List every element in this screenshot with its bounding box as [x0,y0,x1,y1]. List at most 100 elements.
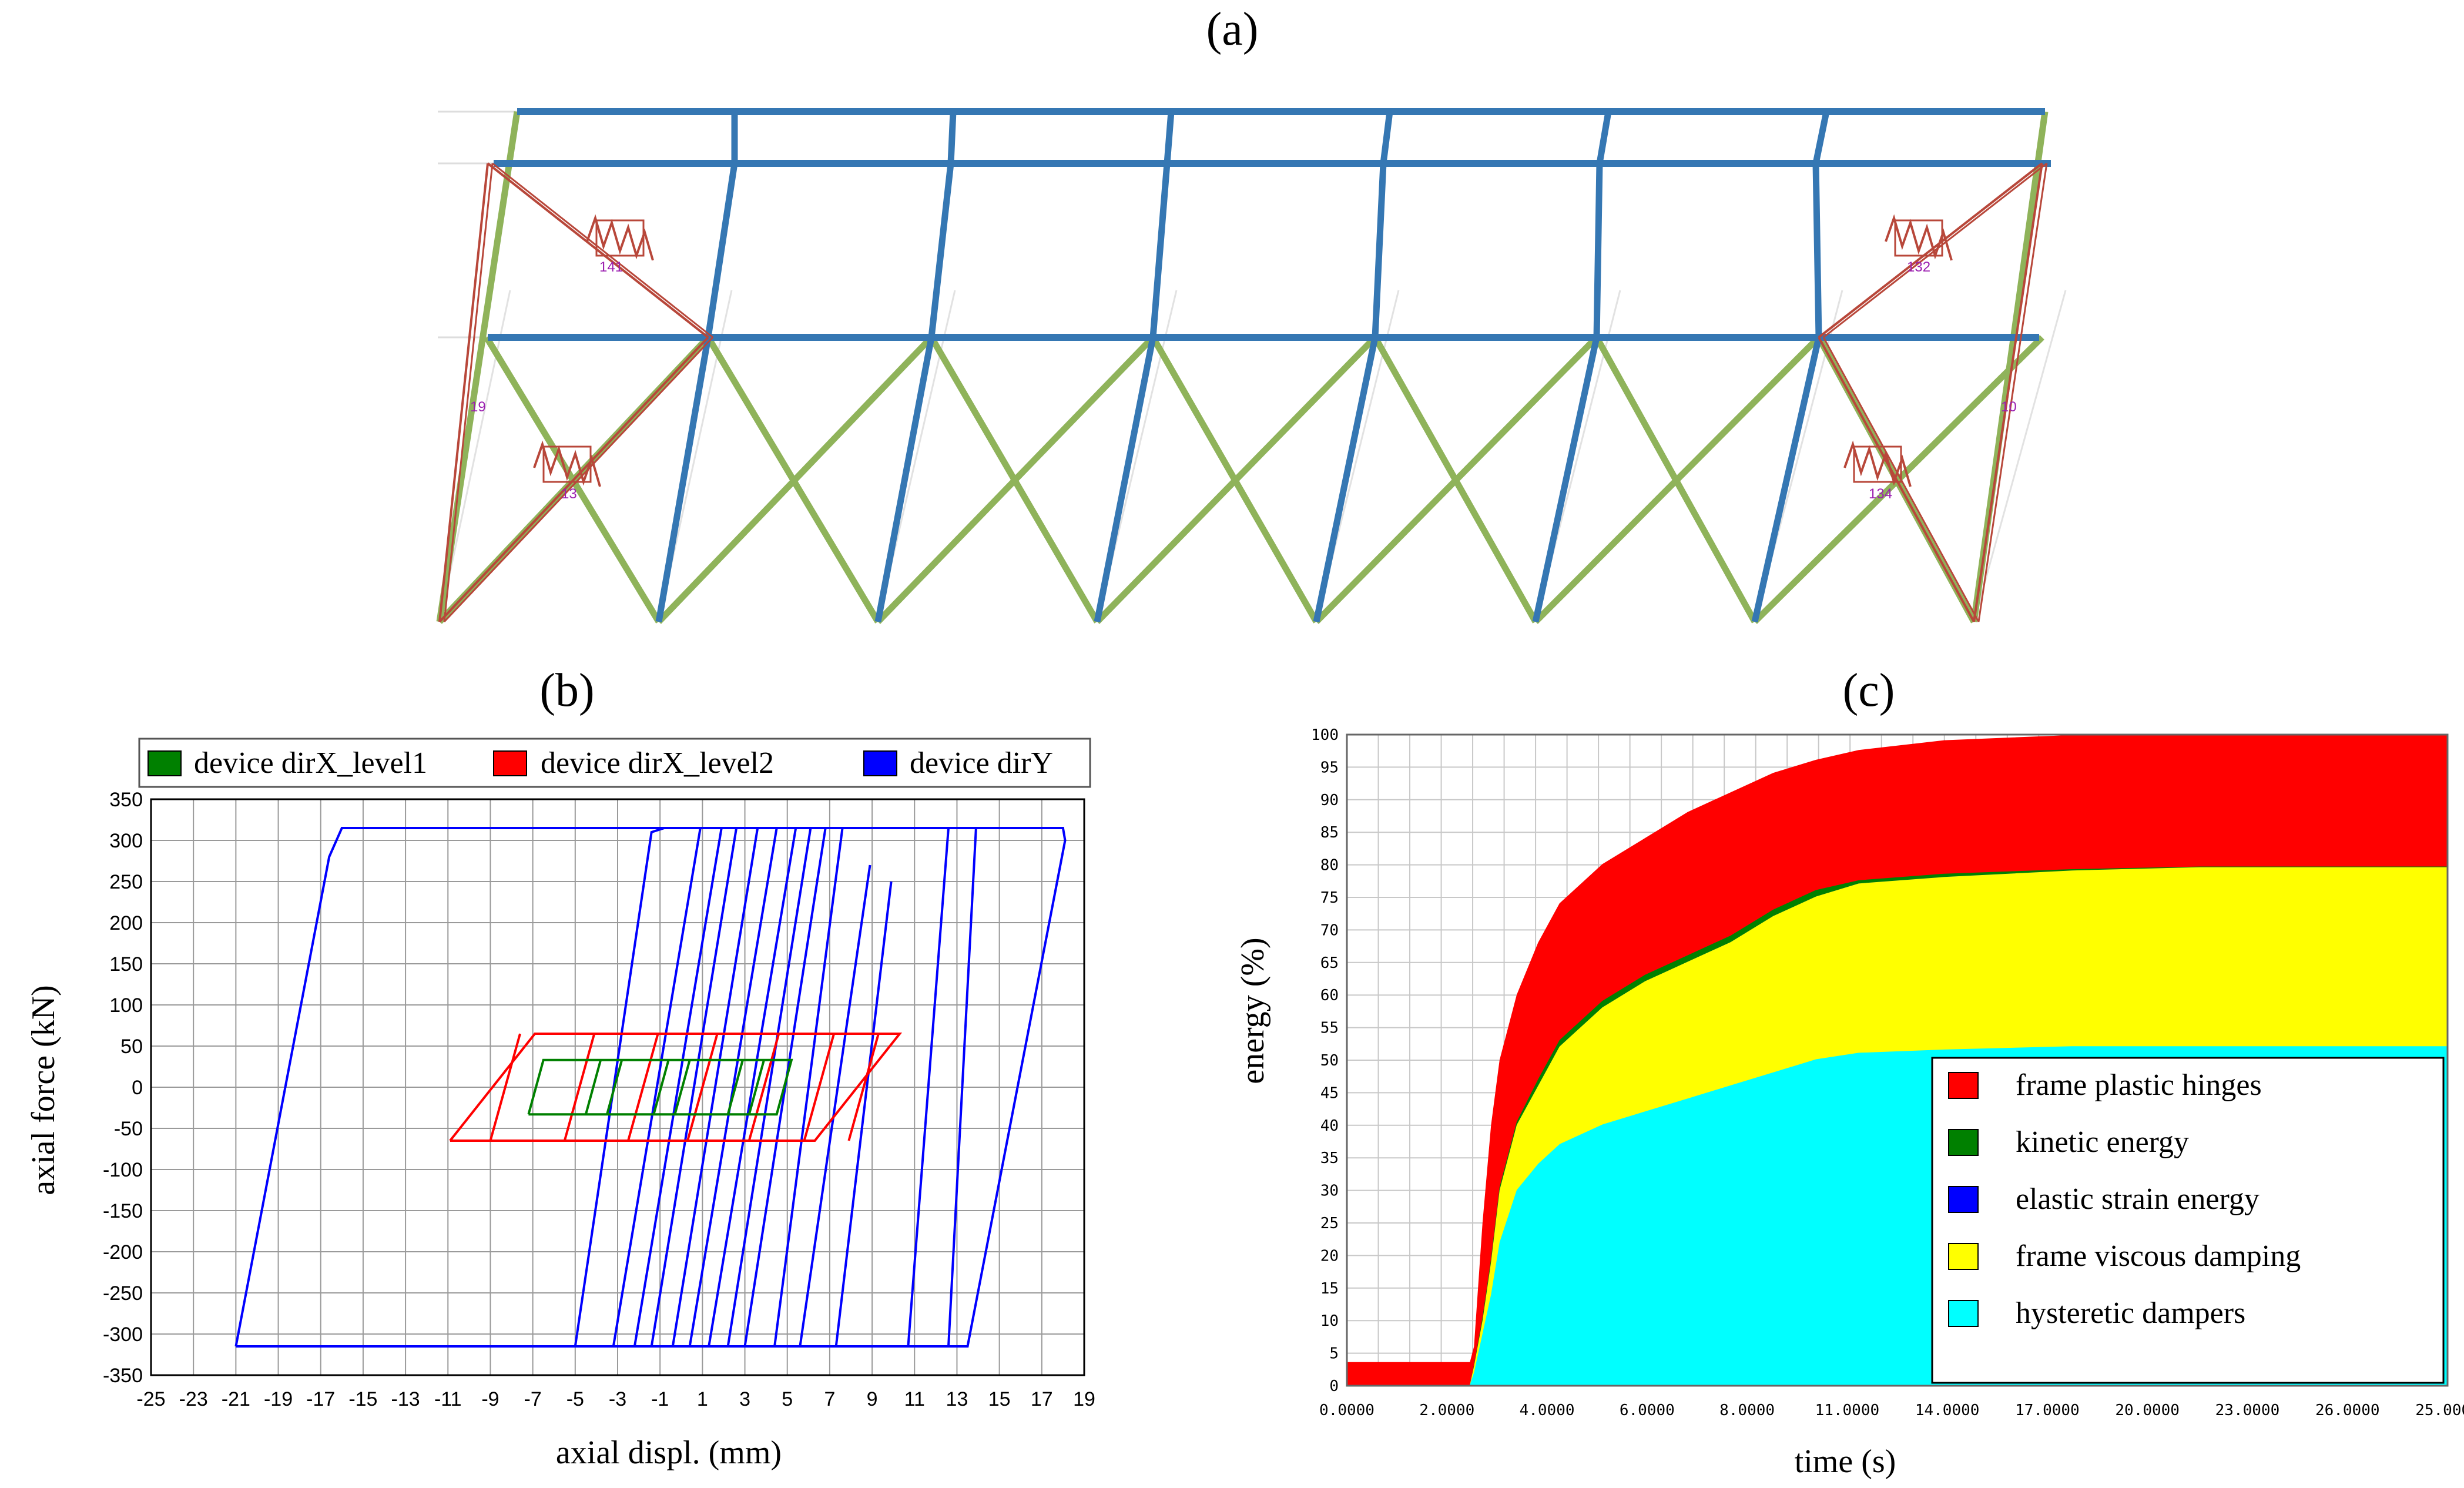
damper-device-box [542,445,592,483]
x-tick-label: -25 [136,1388,165,1410]
legend-label: frame plastic hinges [2016,1068,2262,1102]
chart-b-x-ticks: -25 -23 -21 -19 -17 -15 -13 -11 -9 -7 -5 -3 -1 1 3 5 7 9 1… [136,1388,1095,1410]
damper-device [1843,440,1912,487]
chart-c-x-title: time (s) [1795,1443,1896,1480]
y-tick-label: 75 [1320,889,1339,907]
x-tick-label: 25.0000 [2415,1402,2464,1419]
frame-dampers [438,162,2048,623]
damper-device [586,214,654,261]
legend-swatch [1948,1243,1979,1270]
series-device-dirY [234,827,1067,1348]
column-member [1313,111,1393,623]
x-tick-label: 0.0000 [1319,1402,1375,1419]
legend-swatch-diry [863,750,897,776]
y-tick-label: 60 [1320,987,1339,1004]
chart-b-y-title: axial force (kN) [25,985,62,1195]
node-label-right: 10 [2001,399,2017,415]
legend-label: hysteretic dampers [2016,1296,2245,1330]
legend-label: kinetic energy [2016,1125,2189,1159]
chart-b-legend: device dirX_level1 device dirX_level2 de… [138,738,1091,788]
damper-link [492,162,713,339]
x-tick-label: -9 [481,1388,499,1410]
brace-member [1372,336,1538,624]
chart-c-y-title: energy (%) [1235,937,1271,1084]
y-tick-label: 45 [1320,1084,1339,1102]
y-tick-label: 25 [1320,1215,1339,1232]
y-tick-label: 30 [1320,1182,1339,1200]
frame-ghost-line [1973,290,2067,622]
damper-device-box [595,219,645,257]
y-tick-label: 50 [1320,1052,1339,1070]
x-tick-label: -1 [651,1388,669,1410]
brace-label-top-right: 132 [1907,259,1930,275]
frame-columns [655,110,1830,623]
chart-b-plot-frame [150,798,1085,1376]
node-label-left: 19 [470,399,486,415]
damper-link [1818,162,2043,339]
legend-swatch-level2 [493,750,527,776]
chart-b-x-title: axial displ. (mm) [556,1435,782,1471]
brace-label-bottom-left: 13 [561,486,577,502]
damper-device [533,440,601,487]
damper-link [1823,162,2047,339]
legend-swatch [1948,1072,1979,1099]
y-tick-label: 250 [109,871,143,893]
x-tick-label: 6.0000 [1620,1402,1675,1419]
column-member [874,111,957,623]
legend-label-level1: device dirX_level1 [194,746,427,780]
y-tick-label: -300 [103,1323,143,1346]
frame-ghost-line [438,290,511,622]
x-tick-label: -11 [434,1388,462,1410]
x-tick-label: 15 [988,1388,1011,1410]
brace-label-top-left: 141 [599,259,623,275]
y-tick-label: 80 [1320,857,1339,874]
y-tick-label: -50 [114,1118,143,1140]
brace-label-bottom-right: 134 [1869,486,1892,502]
y-tick-label: 10 [1320,1312,1339,1330]
damper-device-box [1894,219,1943,257]
x-tick-label: 1 [697,1388,708,1410]
x-tick-label: -17 [306,1388,335,1410]
x-tick-label: 26.0000 [2315,1402,2380,1419]
x-tick-label: -13 [391,1388,420,1410]
x-tick-label: -21 [222,1388,250,1410]
x-tick-label: 11.0000 [1815,1402,1880,1419]
chart-c-x-ticks: 0.0000 2.0000 4.0000 6.0000 8.0000 11.0000 14.… [1319,1402,2464,1419]
legend-label: frame viscous damping [2016,1239,2301,1273]
x-tick-label: -23 [179,1388,208,1410]
y-tick-label: 350 [109,789,143,811]
damper-link [1818,337,1975,622]
column-member [1532,111,1612,623]
chart-c-legend: frame plastic hinges kinetic energy elasti… [1931,1057,2445,1384]
x-tick-label: -3 [609,1388,626,1410]
damper-link [443,336,714,623]
x-tick-label: 14.0000 [1915,1402,1980,1419]
y-tick-label: 65 [1320,954,1339,972]
y-tick-label: 0 [1329,1378,1339,1395]
legend-label-diry: device dirY [910,746,1053,780]
x-tick-label: 17 [1031,1388,1053,1410]
y-tick-label: 5 [1329,1345,1339,1363]
x-tick-label: 8.0000 [1719,1402,1775,1419]
damper-link [443,163,494,622]
damper-link [438,336,709,623]
y-tick-label: -100 [103,1159,143,1181]
x-tick-label: 5 [782,1388,793,1410]
damper-link [487,162,709,339]
y-tick-label: -350 [103,1365,143,1387]
x-tick-label: 19 [1073,1388,1095,1410]
y-tick-label: 35 [1320,1149,1339,1167]
x-tick-label: -5 [566,1388,584,1410]
y-tick-label: 15 [1320,1280,1339,1298]
y-tick-label: 150 [109,953,143,976]
y-tick-label: 40 [1320,1117,1339,1135]
x-tick-label: 13 [946,1388,968,1410]
chart-c-y-ticks: 0 5 10 15 20 25 30 35 40 45 50 55 60 65 70 75 80 85 90 95 10… [1311,726,1339,1395]
legend-label-level2: device dirX_level2 [541,746,774,780]
damper-device [1885,214,1953,261]
y-tick-label: -250 [103,1282,143,1305]
column-member [655,112,738,622]
brace-member [1594,336,1758,624]
